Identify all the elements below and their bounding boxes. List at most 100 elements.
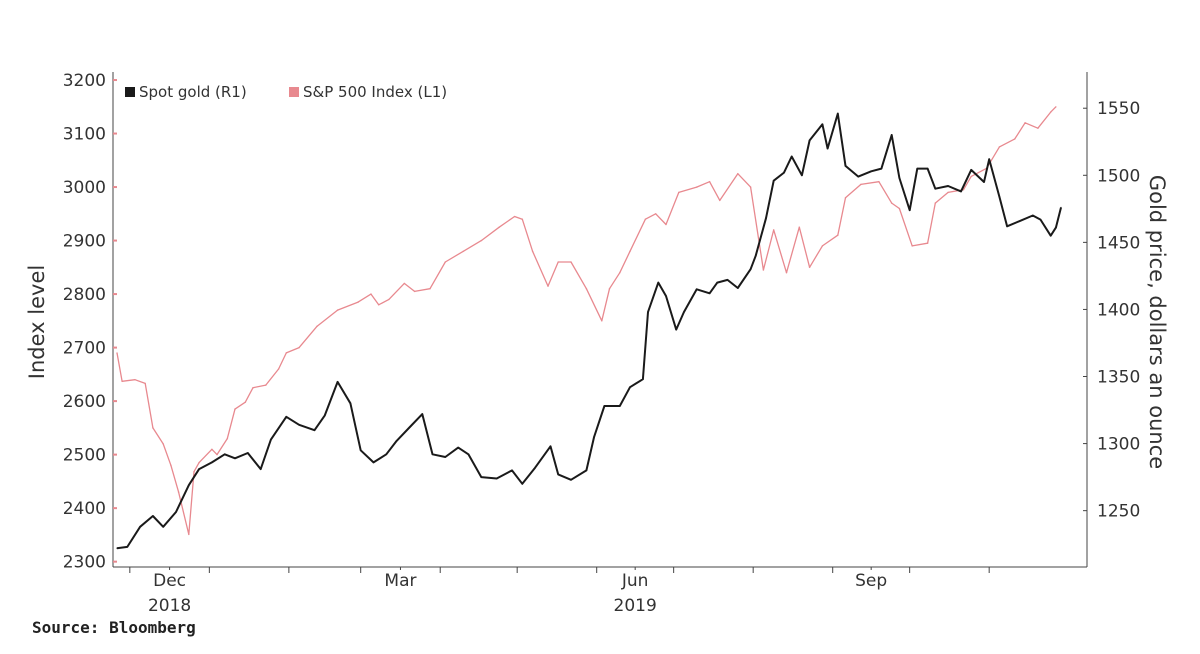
x-tick-label: Jun [621,571,649,591]
gold-point [737,287,739,289]
sp500-point [116,352,118,354]
gold-point [801,174,803,177]
sp500-point [216,453,218,456]
sp500-point [413,290,416,293]
sp500-point [531,250,534,253]
gold-point [683,311,685,313]
gold-point [988,158,990,160]
right-axis-ticks: 1550 1500 1450 1400 1350 1300 1250 [1083,99,1140,522]
sp500-point [336,309,339,311]
gold-point [1049,234,1052,237]
right-tick-label: 1450 [1097,233,1140,253]
gold-point [372,461,375,464]
gold-point [708,292,711,295]
gold-point [188,484,190,487]
series-layer [116,106,1062,550]
gold-point [349,402,352,405]
gold-point [934,187,937,190]
sp500-point [719,199,721,202]
gold-point [467,453,470,456]
left-tick-label: 2600 [63,392,106,412]
gold-series [116,112,1062,550]
source-label: Source: Bloomberg [32,618,196,637]
sp500-point [144,382,146,385]
sp500-point [570,261,572,263]
gold-point [749,268,752,271]
gold-point [211,461,213,464]
gold-line [116,112,1062,550]
sp500-point [265,384,267,386]
sp500-point [252,386,254,389]
sp500-point [654,213,657,215]
sp500-point [1049,111,1052,113]
sp500-point [678,191,680,194]
sp500-point [947,191,949,194]
sp500-point [808,266,811,269]
sp500-point [878,180,880,183]
gold-point [619,405,621,407]
gold-point [926,167,929,170]
sp500-point [585,287,588,290]
sp500-series [116,106,1057,536]
sp500-point [708,180,711,183]
gold-point [716,281,719,284]
sp500-point [429,287,431,290]
sp500-point [970,175,972,178]
gold-point [585,469,588,472]
gold-point [298,424,300,426]
gold-point [821,123,824,126]
gold-point [324,414,326,417]
sp500-point [388,298,390,301]
sp500-point [234,408,236,410]
gold-point [285,416,288,418]
x-year-label: 2018 [148,596,191,616]
sp500-point [444,261,447,263]
gold-point [1032,214,1034,217]
gold-point [408,426,411,429]
right-tick-label: 1550 [1097,99,1140,119]
gold-point [665,295,667,297]
gold-point [521,483,524,485]
sp500-point [193,470,195,473]
gold-legend-swatch [125,87,135,97]
gold-point [1055,226,1057,229]
sp500-point [1024,122,1026,124]
right-axis-title: Gold price, dollars an ounce [1145,175,1169,469]
gold-point [385,453,388,456]
right-tick-label: 1350 [1097,368,1140,388]
gold-point [570,479,572,481]
sp500-point [244,401,247,404]
gold-point [880,167,883,170]
sp500-point [837,234,839,236]
gold-point [457,446,460,449]
gold-point [139,526,141,528]
sp500-point [665,223,667,226]
sp500-point [134,378,136,381]
sp500-point [121,380,123,383]
sp500-point [844,197,847,199]
sp500-point [285,352,288,354]
x-tick-label: Dec [153,571,186,591]
left-tick-label: 2500 [63,446,106,466]
gold-point [908,209,911,211]
right-tick-label: 1400 [1097,300,1140,320]
gold-point [657,281,660,284]
sp500-point [911,245,913,247]
gold-point [947,185,949,187]
x-tick-label: Mar [384,571,416,591]
gold-point [495,477,498,480]
sp500-point [860,183,862,186]
sp500-point [226,437,229,440]
gold-legend-label: Spot gold (R1) [139,83,247,101]
right-tick-label: 1300 [1097,435,1140,455]
gold-point [647,311,649,313]
gold-point [629,386,631,389]
gold-point [1019,220,1021,222]
right-tick-label: 1250 [1097,502,1140,522]
sp500-point [601,320,603,322]
gold-point [126,546,129,548]
right-tick-label: 1500 [1097,166,1140,186]
gold-point [808,139,811,142]
sp500-point [1014,138,1016,140]
